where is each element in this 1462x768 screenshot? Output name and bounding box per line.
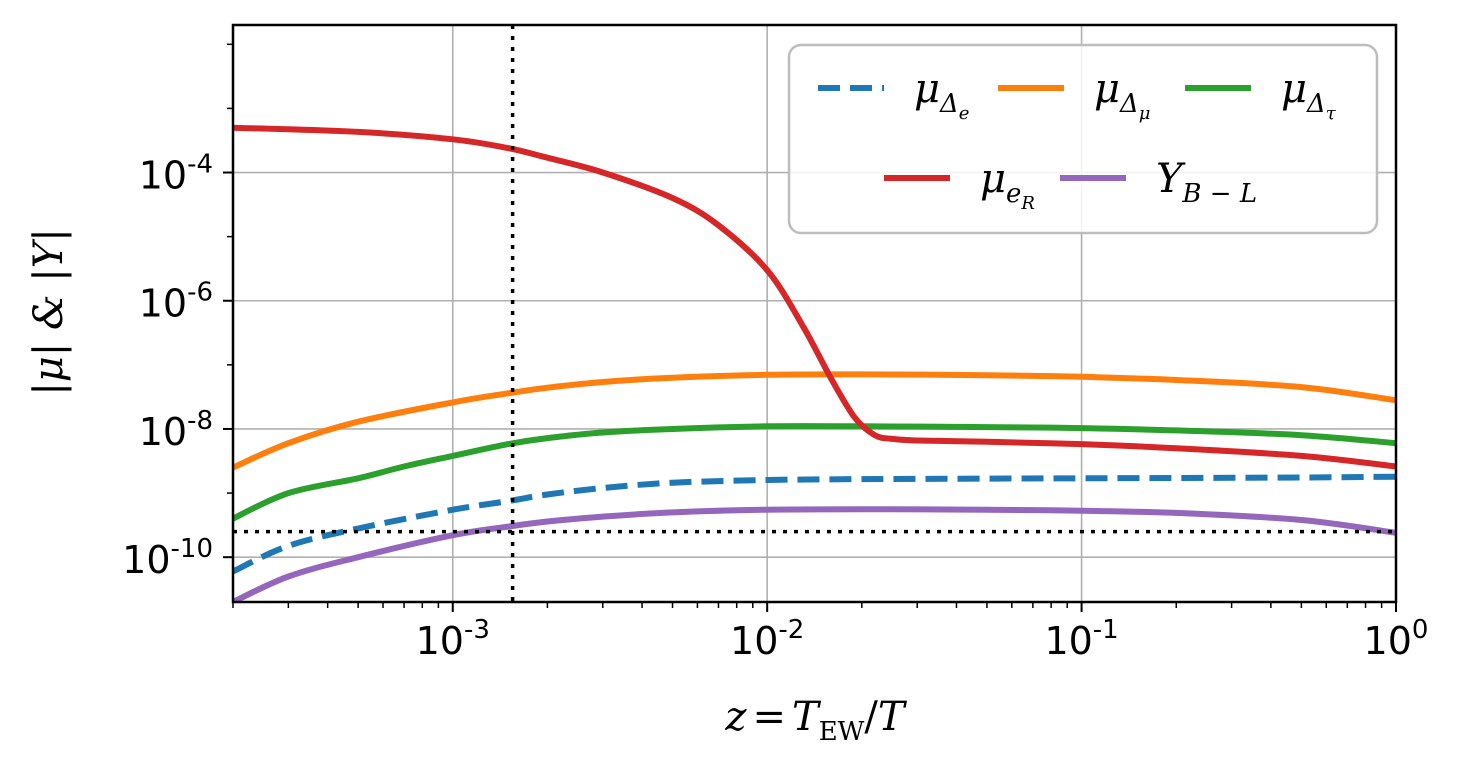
plot-frame xyxy=(231,23,1398,604)
series-line xyxy=(233,371,1396,471)
legend: μΔe μΔμ μΔτ μeR YB − L xyxy=(787,43,1379,235)
reference-lines xyxy=(233,25,1396,602)
y-tick-label: 10-10 xyxy=(122,534,213,582)
series-line xyxy=(233,506,1396,602)
axis-ticks: 10-3 10-2 10-1 100 10-4 10-6 10-8 10-10 xyxy=(122,43,1429,663)
series-line xyxy=(233,423,1396,522)
x-tick-label: 100 xyxy=(1364,615,1429,663)
legend-label: YB − L xyxy=(1156,156,1257,209)
y-axis-label: |μ| & |Y| xyxy=(26,228,72,395)
legend-label: μΔe xyxy=(914,66,969,124)
legend-label: μΔμ xyxy=(1094,66,1150,124)
series-line xyxy=(233,124,1396,470)
legend-box xyxy=(787,43,1379,235)
legend-label: μeR xyxy=(980,156,1035,214)
x-tick-label: 10-3 xyxy=(416,615,490,663)
x-axis-label: z = TEW/T xyxy=(724,694,907,747)
legend-label: μΔτ xyxy=(1281,66,1337,124)
series-lines xyxy=(233,124,1396,602)
x-tick-label: 10-2 xyxy=(730,615,804,663)
y-tick-label: 10-8 xyxy=(139,406,213,454)
x-tick-label: 10-1 xyxy=(1044,615,1118,663)
y-tick-label: 10-4 xyxy=(139,150,213,198)
y-tick-label: 10-6 xyxy=(139,278,213,326)
